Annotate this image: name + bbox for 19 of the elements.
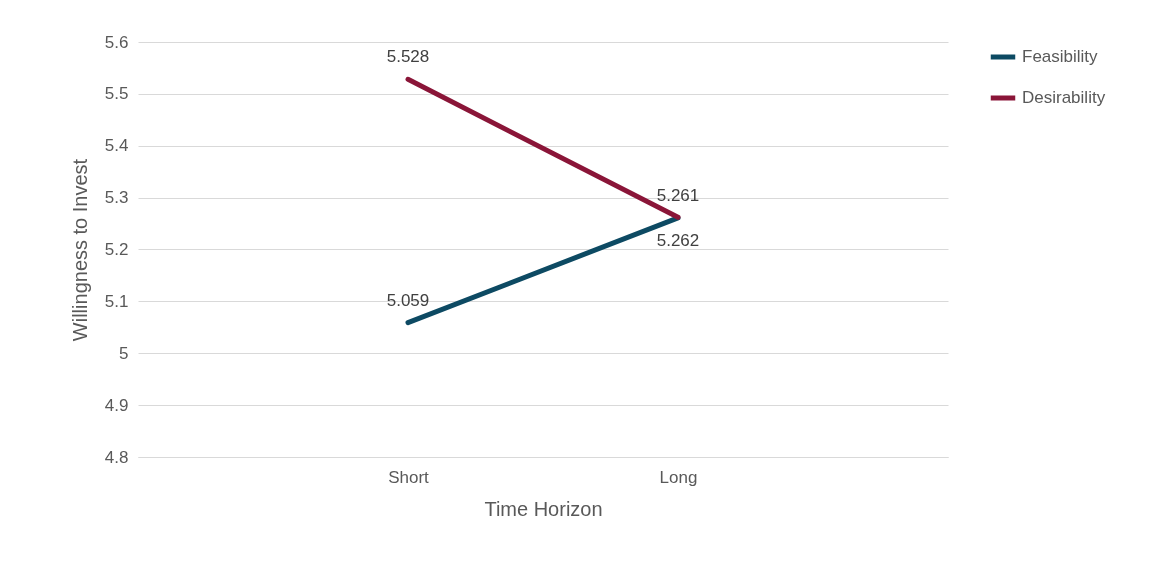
- y-tick-label: 5.6: [104, 32, 129, 52]
- y-tick-label: 5.1: [104, 291, 129, 311]
- y-axis-title: Willingness to Invest: [68, 158, 91, 342]
- y-tick-label: 5.3: [104, 188, 129, 208]
- data-label: 5.261: [656, 185, 700, 205]
- data-label: 5.528: [386, 47, 430, 67]
- data-label: 5.262: [656, 231, 700, 251]
- x-axis-title: Time Horizon: [484, 497, 603, 520]
- y-tick-label: 5: [119, 343, 129, 363]
- y-tick-label: 4.9: [104, 395, 129, 415]
- legend-label: Feasibility: [1022, 47, 1099, 66]
- y-tick-label: 5.2: [104, 240, 129, 259]
- x-tick-label: Long: [659, 467, 698, 487]
- y-tick-label: 5.4: [104, 136, 129, 156]
- x-tick-label: Short: [388, 467, 430, 487]
- y-tick-label: 5.5: [104, 84, 129, 104]
- y-tick-label: 4.8: [104, 447, 129, 467]
- data-label: 5.059: [386, 290, 430, 310]
- legend-label: Desirability: [1022, 88, 1106, 107]
